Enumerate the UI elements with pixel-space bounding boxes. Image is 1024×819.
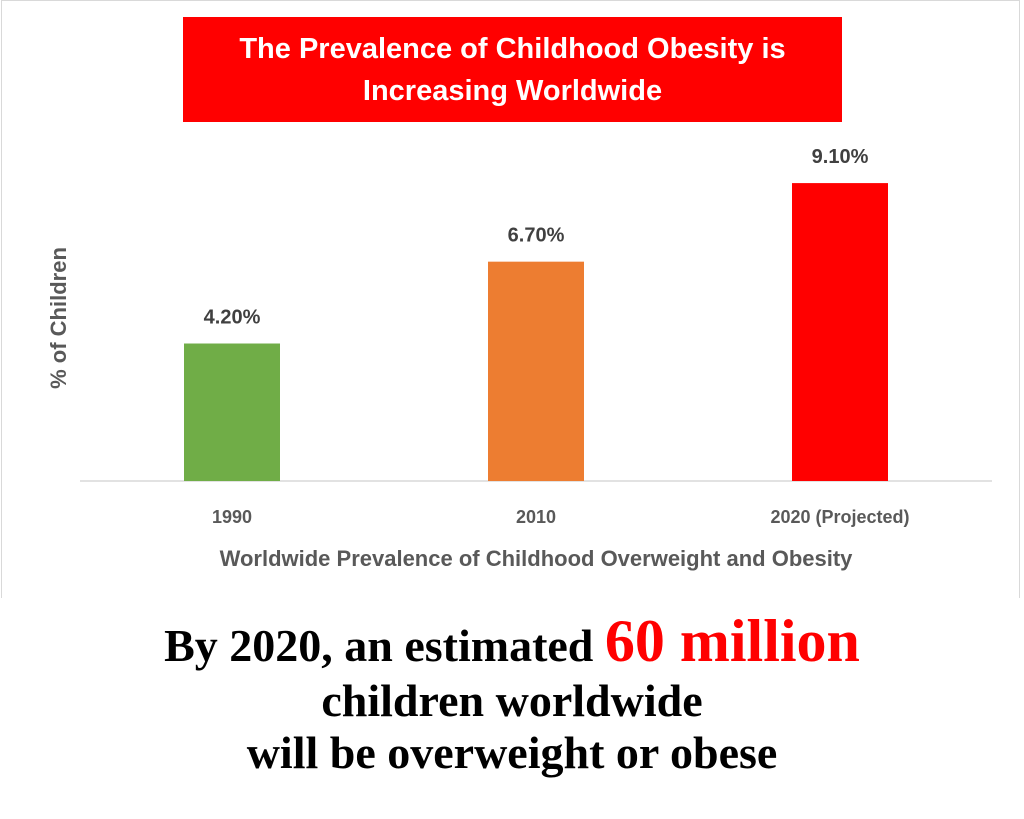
bar-2020 bbox=[792, 183, 888, 482]
caption-line-2: children worldwide bbox=[321, 675, 703, 726]
value-label: 6.70% bbox=[508, 225, 565, 247]
y-axis-title: % of Children bbox=[46, 247, 71, 389]
chart-frame bbox=[1, 0, 1020, 598]
x-tick-labels-group: 1990 2010 2020 (Projected) bbox=[212, 507, 910, 527]
bar-chart: 4.20% 6.70% 9.10% 1990 2010 2020 (Projected)… bbox=[46, 146, 992, 571]
x-tick-label: 2010 bbox=[516, 507, 556, 527]
caption-highlight: 60 million bbox=[604, 608, 860, 674]
caption: By 2020, an estimated 60 million childre… bbox=[0, 611, 1024, 779]
value-label: 4.20% bbox=[204, 307, 261, 329]
value-label: 9.10% bbox=[812, 146, 869, 168]
value-labels-group: 4.20% 6.70% 9.10% bbox=[204, 146, 869, 328]
chart-title-banner: The Prevalence of Childhood Obesity is I… bbox=[183, 17, 842, 122]
caption-line-1: By 2020, an estimated 60 million bbox=[0, 611, 1024, 675]
x-axis-title: Worldwide Prevalence of Childhood Overwe… bbox=[220, 546, 854, 571]
caption-line-1-prefix: By 2020, an estimated bbox=[164, 620, 605, 671]
bar-2010 bbox=[488, 261, 584, 481]
bars-group bbox=[184, 183, 888, 482]
x-tick-label: 2020 (Projected) bbox=[770, 507, 909, 527]
bar-1990 bbox=[184, 343, 280, 481]
chart-title-line-1: The Prevalence of Childhood Obesity is bbox=[239, 32, 786, 65]
chart-title-line-2: Increasing Worldwide bbox=[362, 74, 663, 107]
x-tick-label: 1990 bbox=[212, 507, 252, 527]
caption-line-3: will be overweight or obese bbox=[246, 727, 778, 778]
